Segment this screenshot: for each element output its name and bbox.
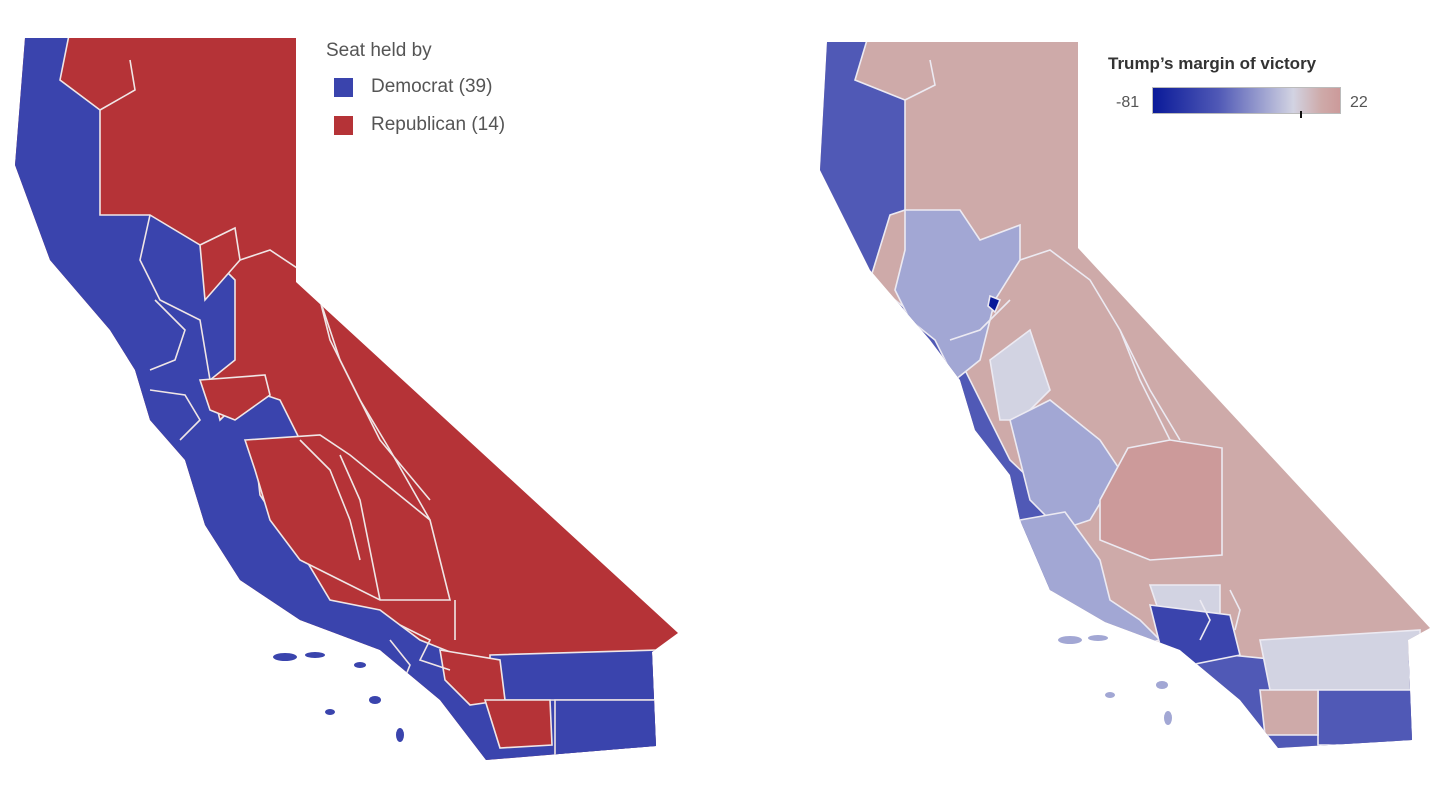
republican-valley-pocket <box>198 374 271 421</box>
margin-dem-la-core <box>1148 604 1241 666</box>
margin-rep-south-inland <box>1259 689 1319 736</box>
channel-islands-right <box>1058 635 1172 725</box>
island <box>325 709 335 715</box>
seat-held-map: Seat held by Democrat (39) Republican (1… <box>15 38 678 760</box>
district-line <box>949 299 1011 341</box>
island <box>396 728 404 742</box>
legend-swatch-democrat <box>334 77 353 97</box>
democrat-san-diego-east <box>554 699 661 760</box>
island <box>369 696 381 704</box>
margin-dem-strong-pocket <box>987 294 1002 314</box>
district-line <box>1019 249 1181 441</box>
district-line <box>1199 599 1211 641</box>
democrat-southeast <box>489 649 661 701</box>
legend-label-democrat: Democrat (39) <box>371 76 493 97</box>
margin-rep-mid-valley <box>1099 439 1223 561</box>
margin-dem-light-north <box>894 209 1021 382</box>
district-line <box>319 299 431 521</box>
colorbar-max-label: 22 <box>1350 94 1368 111</box>
district-line <box>99 59 136 111</box>
legend-swatch-republican <box>334 115 353 135</box>
colorbar <box>1152 87 1341 114</box>
colorbar-title: Trump’s margin of victory <box>1108 54 1317 73</box>
margin-neutral-valley <box>989 328 1051 421</box>
california-margin-map <box>820 42 1430 748</box>
island <box>1058 636 1082 644</box>
district-line <box>149 389 202 441</box>
island <box>354 662 366 668</box>
california-seat-map <box>15 38 678 760</box>
seat-legend-title: Seat held by <box>326 40 432 61</box>
legend-item-republican: Republican (14) <box>334 114 505 136</box>
republican-south-inland <box>483 699 553 749</box>
district-line <box>149 299 186 371</box>
legend-label-republican: Republican (14) <box>371 114 506 135</box>
trump-margin-map <box>720 0 1440 795</box>
island <box>273 653 297 661</box>
district-line <box>1229 589 1241 631</box>
district-line <box>399 624 451 671</box>
margin-neutral-southeast <box>1259 629 1421 691</box>
district-line <box>299 439 361 561</box>
island <box>1164 711 1172 725</box>
district-line <box>1119 329 1171 441</box>
island <box>1156 681 1168 689</box>
island <box>1088 635 1108 641</box>
channel-islands <box>273 652 404 742</box>
colorbar-zero-tick <box>1299 111 1302 118</box>
island <box>1105 692 1115 698</box>
colorbar-min-label: -81 <box>1116 94 1140 111</box>
margin-dem-san-diego-east <box>1317 689 1421 746</box>
legend-item-democrat: Democrat (39) <box>334 76 492 98</box>
district-line <box>339 454 381 601</box>
district-line <box>139 214 211 381</box>
district-line <box>904 59 936 101</box>
island <box>305 652 325 658</box>
